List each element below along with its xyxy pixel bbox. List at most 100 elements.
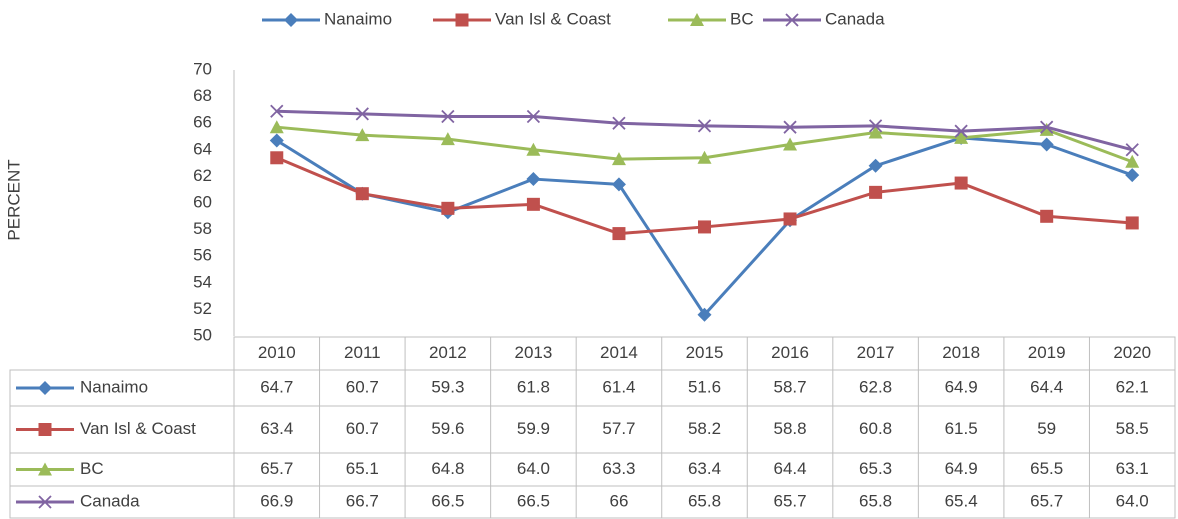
marker-stroke <box>270 104 284 118</box>
marker <box>269 120 284 134</box>
table-value: 59.3 <box>431 377 464 396</box>
legend-label: Van Isl & Coast <box>495 9 611 28</box>
table-value: 65.3 <box>859 459 892 478</box>
x-tick-label: 2020 <box>1113 343 1151 362</box>
row-label: BC <box>80 459 104 478</box>
table-value: 64.0 <box>1116 491 1149 510</box>
y-tick-label: 70 <box>193 59 212 78</box>
table-value: 65.8 <box>859 491 892 510</box>
table-value: 63.1 <box>1116 459 1149 478</box>
table-value: 51.6 <box>688 377 721 396</box>
marker <box>698 220 711 234</box>
table-value: 64.4 <box>773 459 806 478</box>
marker <box>38 462 52 476</box>
marker <box>783 137 798 151</box>
table-value: 61.8 <box>517 377 550 396</box>
y-tick-label: 60 <box>193 192 212 211</box>
marker-stroke <box>697 119 712 133</box>
table-value: 58.5 <box>1116 419 1149 438</box>
marker <box>611 152 626 166</box>
marker <box>1039 137 1054 152</box>
row-label: Canada <box>80 491 140 510</box>
marker-stroke <box>612 116 626 130</box>
marker <box>868 125 883 139</box>
table-value: 62.8 <box>859 377 892 396</box>
table-value: 63.4 <box>260 419 293 438</box>
x-tick-label: 2016 <box>771 343 809 362</box>
x-tick-label: 2018 <box>942 343 980 362</box>
marker <box>1040 209 1054 223</box>
marker <box>440 132 455 146</box>
table-value: 66.9 <box>260 491 293 510</box>
marker <box>1125 154 1140 168</box>
table-value: 58.8 <box>773 419 806 438</box>
legend-label: Canada <box>825 9 885 28</box>
marker <box>355 187 369 201</box>
y-tick-label: 58 <box>193 219 212 238</box>
marker <box>355 128 370 142</box>
marker <box>38 381 52 395</box>
marker <box>697 307 712 322</box>
row-label: Nanaimo <box>80 377 148 396</box>
marker <box>611 177 626 192</box>
marker <box>954 176 968 190</box>
table-value: 66 <box>609 491 628 510</box>
marker <box>284 13 298 27</box>
table-row <box>9 369 1176 407</box>
marker <box>269 133 284 148</box>
x-tick-label: 2015 <box>686 343 724 362</box>
table-value: 60.8 <box>859 419 892 438</box>
table-row <box>9 452 1176 487</box>
table-value: 65.4 <box>945 491 978 510</box>
table-value: 62.1 <box>1116 377 1149 396</box>
marker-stroke <box>1125 143 1139 157</box>
series-line <box>276 109 1133 152</box>
y-tick-label: 66 <box>193 113 212 132</box>
marker <box>783 120 797 134</box>
y-tick-label: 54 <box>193 272 212 291</box>
x-tick-label: 2019 <box>1028 343 1066 362</box>
marker-stroke <box>954 124 968 138</box>
table-value: 64.4 <box>1030 377 1063 396</box>
marker <box>785 13 799 27</box>
x-tick-label: 2017 <box>857 343 895 362</box>
marker <box>612 116 626 130</box>
marker <box>526 142 541 156</box>
table-value: 63.3 <box>602 459 635 478</box>
table-value: 59.6 <box>431 419 464 438</box>
marker-stroke <box>783 120 797 134</box>
marker <box>1040 120 1054 134</box>
x-tick-label: 2011 <box>344 343 381 362</box>
x-tick-label: 2012 <box>429 343 467 362</box>
y-tick-label: 56 <box>193 246 212 265</box>
x-tick-label: 2014 <box>600 343 638 362</box>
legend-label: Nanaimo <box>324 9 392 28</box>
marker-stroke <box>1040 120 1054 134</box>
marker <box>38 423 52 436</box>
y-tick-label: 50 <box>193 325 212 344</box>
table-value: 64.9 <box>945 377 978 396</box>
y-tick-label: 52 <box>193 299 212 318</box>
marker <box>1125 216 1139 230</box>
table-value: 57.7 <box>602 419 635 438</box>
marker <box>783 212 797 226</box>
table-value: 65.8 <box>688 491 721 510</box>
marker <box>954 124 968 138</box>
y-tick-label: 68 <box>193 86 212 105</box>
table-value: 65.7 <box>1030 491 1063 510</box>
marker <box>455 13 469 27</box>
marker <box>526 109 541 124</box>
table-value: 64.9 <box>945 459 978 478</box>
y-tick-label: 64 <box>193 139 212 158</box>
marker <box>526 172 541 187</box>
marker <box>270 151 284 165</box>
table-value: 60.7 <box>346 377 379 396</box>
table-row <box>9 485 1176 519</box>
marker <box>441 201 455 215</box>
table-value: 66.7 <box>346 491 379 510</box>
row-label: Van Isl & Coast <box>80 419 196 438</box>
marker-stroke <box>38 495 52 509</box>
marker-stroke <box>441 109 455 124</box>
marker-stroke <box>526 109 541 124</box>
